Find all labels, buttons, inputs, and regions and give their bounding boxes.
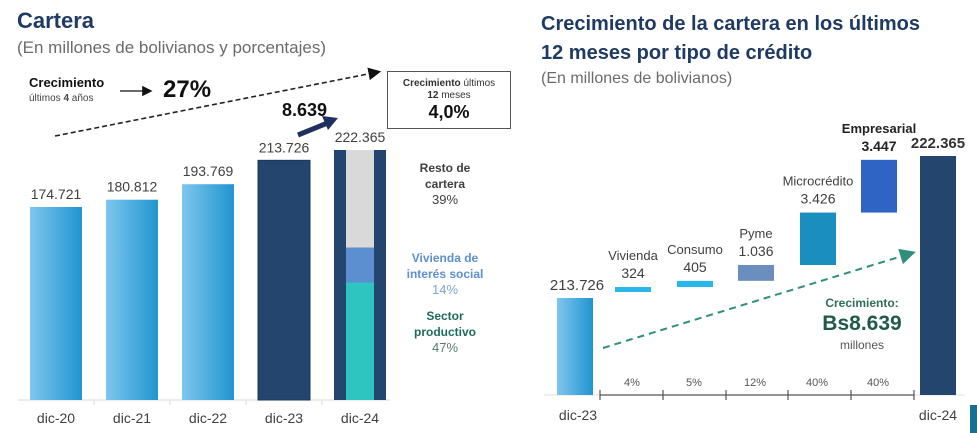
category-label-start: dic-23 [559,407,597,423]
category-label-dic-20: dic-20 [37,410,75,426]
waterfall-bar-consumo [677,280,713,288]
composition-name-line1: Sector [426,309,464,323]
right-growth-label: Crecimiento: [825,296,899,310]
right-chart-title-line2: 12 meses por tipo de crédito [541,42,813,64]
stack-segment-vivienda-de-interés-social [346,247,374,283]
growth-12m-label-2: 12 meses [388,90,510,101]
composition-pct: 14% [431,282,459,297]
composition-label: Resto de cartera 39% [400,160,490,208]
growth-12m-label2-rest: meses [438,90,471,101]
growth-12m-value: 4,0% [428,102,470,122]
step-name-consumo: Consumo [667,242,723,257]
right-chart-title: Crecimiento de la cartera en los últimos… [541,10,920,68]
increment-arrow-icon [297,116,338,138]
waterfall-bar-empresarial [861,159,897,213]
bar-dic-22 [182,184,234,400]
growth-12m-label-bold: Crecimiento [402,78,461,89]
bar-dic-20 [30,207,82,400]
value-label-dic-24: 222.365 [335,129,386,145]
growth-12m-box: Crecimiento últimos 12 meses 4,0% [387,71,511,129]
bar-dic-23 [257,159,311,401]
step-share-microcrédito: 40% [806,377,828,389]
step-value-empresarial: 3.447 [861,138,896,154]
right-chart-title-line1: Crecimiento de la cartera en los últimos [541,13,921,35]
step-share-pyme: 12% [744,377,766,389]
value-label-dic-20: 174.721 [31,186,82,202]
step-value-pyme: 1.036 [738,243,773,259]
right-growth-block: Crecimiento: Bs8.639 millones [812,296,912,352]
composition-pct: 47% [431,340,459,355]
step-name-vivienda: Vivienda [608,248,658,263]
value-label-dic-22: 193.769 [183,163,234,179]
growth-trend-dashed-arrow-right [602,248,916,349]
step-share-empresarial: 40% [867,377,889,389]
composition-label: Sector productivo 47% [400,308,490,356]
waterfall-bar-pyme [738,264,774,281]
category-label-dic-24: dic-24 [341,410,379,426]
right-growth-unit: millones [839,338,884,352]
step-value-consumo: 405 [683,259,707,275]
growth-4y-label: Crecimiento [29,75,105,90]
composition-name-line2: cartera [424,177,466,191]
growth-trend-dashed-arrow [54,67,382,137]
step-name-empresarial: Empresarial [842,121,916,136]
composition-name-line1: Resto de [419,161,471,175]
composition-name-line2: productivo [414,325,476,339]
value-label-dic-23: 213.726 [259,139,310,155]
growth-4y-sublabel-post: años [69,93,94,104]
growth-4y-sublabel: últimos 4 años [29,93,93,104]
growth-12m-label-rest: últimos [460,78,496,89]
bar-dic-21 [106,199,158,400]
bar-start-dic-23 [557,298,593,395]
step-name-pyme: Pyme [739,226,772,241]
stack-segment-sector-productivo [346,282,374,400]
left-chart-subtitle: (En millones de bolivianos y porcentajes… [17,38,326,57]
step-name-microcrédito: Microcrédito [783,174,854,189]
step-value-microcrédito: 3.426 [800,191,835,207]
value-label-end: 222.365 [911,135,965,152]
waterfall-bar-microcrédito [800,212,836,265]
right-growth-value: Bs8.639 [822,312,902,335]
category-label-end: dic-24 [919,407,957,423]
growth-12m-label-1: Crecimiento últimos [388,78,510,89]
increment-label: 8.639 [282,100,328,120]
composition-label: Vivienda de interés social 14% [400,250,490,298]
value-label-dic-21: 180.812 [107,179,158,195]
composition-pct: 39% [431,192,459,207]
right-chart-subtitle: (En millones de bolivianos) [541,70,733,87]
category-label-dic-21: dic-21 [113,410,151,426]
category-label-dic-22: dic-22 [189,410,227,426]
left-bar-chart: 174.721 dic-20 180.812 dic-21 193.769 dic-22 2… [18,67,390,426]
composition-name-line2: interés social [406,267,484,281]
bar-end-dic-24 [920,156,956,395]
slide-edge-decoration [970,405,977,433]
value-label-start: 213.726 [550,277,604,294]
category-label-dic-23: dic-23 [265,410,303,426]
step-value-vivienda: 324 [621,265,645,281]
waterfall-bar-vivienda [615,287,651,292]
composition-name-line1: Vivienda de [411,251,479,265]
growth-4y-sublabel-num: 4 [63,93,70,104]
step-share-vivienda: 4% [624,377,640,389]
growth-12m-label2-num: 12 [427,90,439,101]
stack-segment-resto-de-cartera [346,150,374,248]
left-chart-title: Cartera [17,8,95,33]
growth-4y-value: 27% [163,76,212,103]
growth-4y-sublabel-pre: últimos [29,93,64,104]
step-share-consumo: 5% [686,377,702,389]
